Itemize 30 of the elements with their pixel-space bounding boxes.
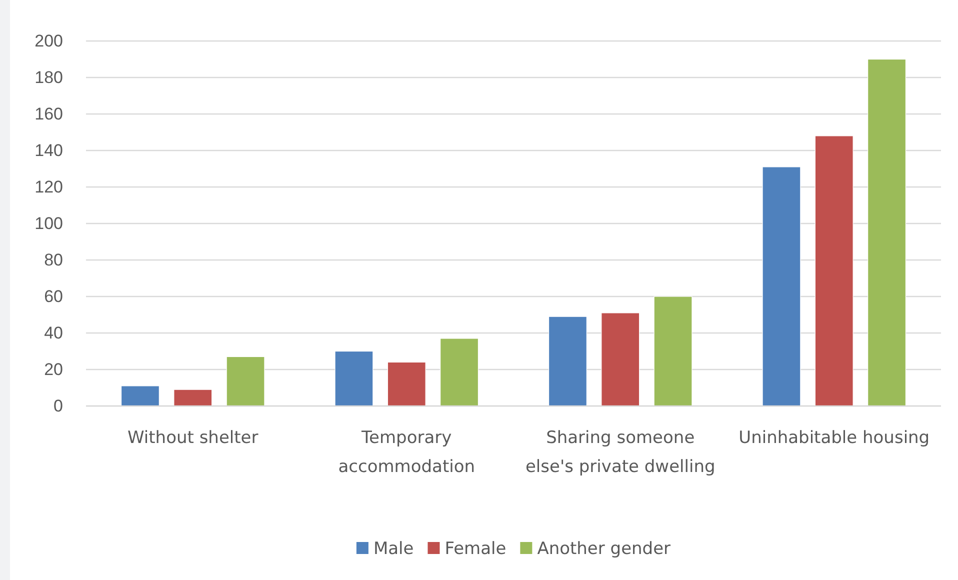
y-tick-label: 160 — [34, 104, 63, 124]
bar — [440, 338, 479, 406]
x-tick-label: Uninhabitable housing — [738, 428, 930, 448]
legend-label: Male — [373, 539, 414, 559]
bar — [762, 166, 801, 406]
y-tick-label: 20 — [44, 360, 63, 379]
y-tick-label: 140 — [34, 140, 63, 160]
y-tick-label: 200 — [34, 31, 63, 50]
legend-label: Female — [444, 539, 506, 559]
y-tick-label: 60 — [44, 286, 63, 306]
bar — [174, 389, 212, 406]
bar — [120, 386, 160, 406]
bar — [387, 362, 426, 406]
y-tick-label: 100 — [34, 214, 63, 233]
y-tick-label: 40 — [44, 323, 63, 342]
bar — [226, 356, 265, 406]
x-tick-label: Sharing someone else's private dwelling — [525, 428, 716, 477]
bar — [548, 316, 587, 406]
bar — [334, 350, 374, 406]
y-tick-label: 180 — [34, 68, 63, 87]
x-tick-label: Temporary accommodation — [338, 428, 476, 477]
bar — [868, 58, 906, 406]
y-tick-label: 80 — [44, 250, 63, 270]
y-tick-label: 0 — [54, 396, 63, 416]
bar — [654, 296, 692, 406]
legend-label: Another gender — [537, 539, 671, 559]
x-tick-label: Without shelter — [127, 428, 258, 448]
bar — [814, 136, 854, 406]
y-tick-label: 120 — [34, 177, 63, 196]
bar — [601, 312, 640, 406]
